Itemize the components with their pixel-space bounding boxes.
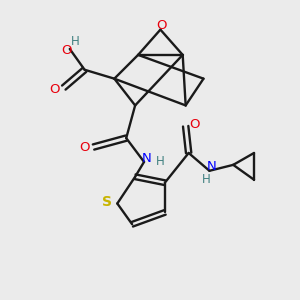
Text: S: S [102, 195, 112, 209]
Text: N: N [141, 152, 151, 165]
Text: O: O [50, 82, 60, 96]
Text: O: O [157, 19, 167, 32]
Text: H: H [71, 35, 80, 48]
Text: N: N [207, 160, 216, 173]
Text: H: H [202, 173, 211, 186]
Text: H: H [156, 155, 165, 168]
Text: O: O [80, 140, 90, 154]
Text: O: O [189, 118, 200, 131]
Text: O: O [61, 44, 72, 57]
